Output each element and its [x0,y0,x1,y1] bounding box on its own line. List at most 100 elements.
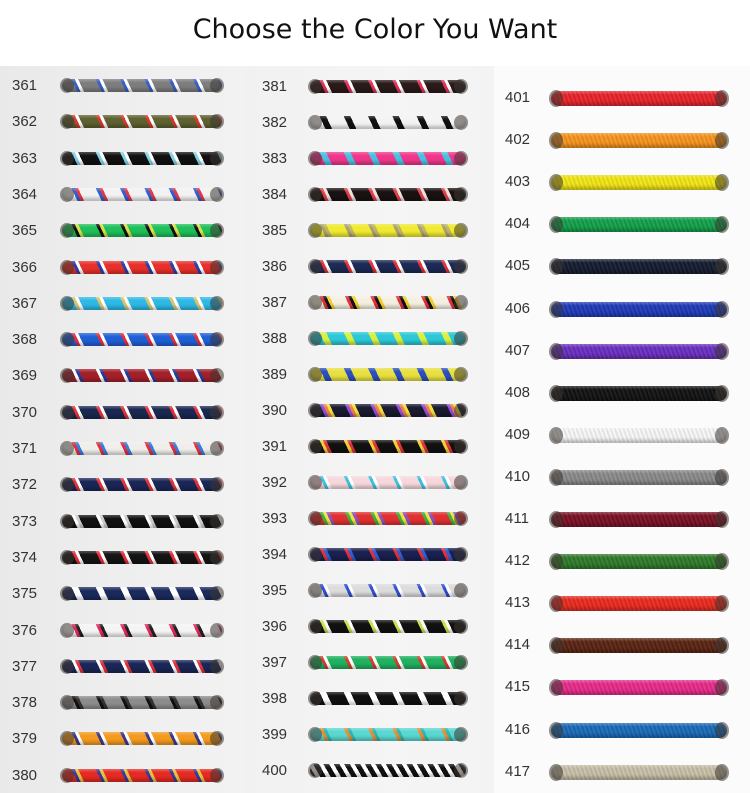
color-code: 414 [505,636,531,654]
color-swatch-row[interactable]: 362 [0,112,246,132]
color-code: 388 [262,330,288,347]
cord-swatch [308,295,468,310]
color-swatch-row[interactable]: 389 [246,365,494,385]
color-code: 364 [12,185,38,203]
cord-swatch [308,187,468,202]
color-swatch-row[interactable]: 404 [494,214,750,234]
cord-swatch [308,151,468,166]
color-swatch-row[interactable]: 416 [494,720,750,740]
color-swatch-row[interactable]: 366 [0,258,246,278]
color-code: 379 [12,730,38,748]
color-swatch-row[interactable]: 402 [494,130,750,150]
cord-swatch [549,216,729,234]
color-swatch-row[interactable]: 406 [494,299,750,319]
page-title: Choose the Color You Want [192,14,558,45]
color-swatch-row[interactable]: 380 [0,766,246,786]
color-swatch-row[interactable]: 415 [494,677,750,697]
color-swatch-row[interactable]: 398 [246,689,494,709]
cord-swatch [308,223,468,238]
color-code: 381 [262,78,288,95]
cord-swatch [549,342,729,360]
cord-swatch [549,384,729,402]
color-swatch-row[interactable]: 388 [246,329,494,349]
cord-swatch [549,553,729,571]
color-swatch-row[interactable]: 374 [0,548,246,568]
cord-swatch [60,695,224,711]
color-swatch-row[interactable]: 379 [0,729,246,749]
color-swatch-row[interactable]: 394 [246,545,494,565]
color-swatch-row[interactable]: 386 [246,257,494,277]
color-swatch-row[interactable]: 405 [494,256,750,276]
color-swatch-row[interactable]: 396 [246,617,494,637]
color-code: 384 [262,186,288,203]
color-swatch-row[interactable]: 369 [0,366,246,386]
color-swatch-row[interactable]: 392 [246,473,494,493]
color-swatch-row[interactable]: 410 [494,467,750,487]
color-code: 367 [12,294,38,312]
cord-swatch [549,763,729,781]
color-swatch-row[interactable]: 372 [0,475,246,495]
color-swatch-row[interactable]: 395 [246,581,494,601]
color-swatch-row[interactable]: 370 [0,403,246,423]
color-swatch-row[interactable]: 407 [494,341,750,361]
color-swatch-row[interactable]: 391 [246,437,494,457]
color-code: 387 [262,294,288,311]
color-swatch-row[interactable]: 382 [246,113,494,133]
color-swatch-row[interactable]: 417 [494,762,750,782]
color-swatch-row[interactable]: 393 [246,509,494,529]
cord-swatch [60,114,224,130]
color-swatch-row[interactable]: 367 [0,294,246,314]
color-code: 376 [12,621,38,639]
color-swatch-row[interactable]: 381 [246,77,494,97]
color-swatch-row[interactable]: 376 [0,621,246,641]
color-swatch-row[interactable]: 414 [494,635,750,655]
color-swatch-row[interactable]: 408 [494,383,750,403]
color-swatch-row[interactable]: 373 [0,512,246,532]
color-swatch-row[interactable]: 383 [246,149,494,169]
cord-swatch [308,583,468,598]
color-swatch-row[interactable]: 387 [246,293,494,313]
color-swatch-row[interactable]: 409 [494,425,750,445]
cord-swatch [60,513,224,529]
cord-swatch [549,468,729,486]
color-code: 405 [505,257,531,275]
color-code: 386 [262,258,288,275]
cord-swatch [60,150,224,166]
color-swatch-row[interactable]: 399 [246,725,494,745]
color-swatch-row[interactable]: 364 [0,185,246,205]
color-swatch-row[interactable]: 363 [0,149,246,169]
color-swatch-row[interactable]: 385 [246,221,494,241]
color-code: 416 [505,720,531,738]
color-swatch-row[interactable]: 413 [494,593,750,613]
color-swatch-row[interactable]: 411 [494,509,750,529]
color-column-3: 401 402 403 404 405 406 407 408 409 410 411 412 413 4… [494,66,750,793]
color-code: 398 [262,690,288,707]
color-code: 363 [12,149,38,167]
cord-swatch [60,404,224,420]
color-code: 394 [262,546,288,563]
color-swatch-row[interactable]: 401 [494,88,750,108]
color-swatch-row[interactable]: 400 [246,761,494,781]
cord-swatch [549,511,729,528]
color-code: 393 [262,510,288,527]
color-code: 361 [12,77,38,94]
cord-swatch [60,586,224,602]
color-swatch-row[interactable]: 403 [494,172,750,192]
color-swatch-row[interactable]: 361 [0,76,246,96]
cord-swatch [60,622,224,638]
color-code: 375 [12,585,38,603]
color-swatch-row[interactable]: 375 [0,584,246,604]
color-code: 392 [262,474,288,491]
color-swatch-row[interactable]: 368 [0,330,246,350]
color-swatch-row[interactable]: 390 [246,401,494,421]
color-swatch-row[interactable]: 384 [246,185,494,205]
color-swatch-row[interactable]: 378 [0,693,246,713]
color-swatch-row[interactable]: 377 [0,657,246,677]
color-swatch-row[interactable]: 371 [0,439,246,459]
color-code: 401 [505,89,531,106]
cord-swatch [308,115,468,130]
color-swatch-row[interactable]: 397 [246,653,494,673]
cord-swatch [308,655,468,670]
color-swatch-row[interactable]: 365 [0,221,246,241]
color-swatch-row[interactable]: 412 [494,551,750,571]
